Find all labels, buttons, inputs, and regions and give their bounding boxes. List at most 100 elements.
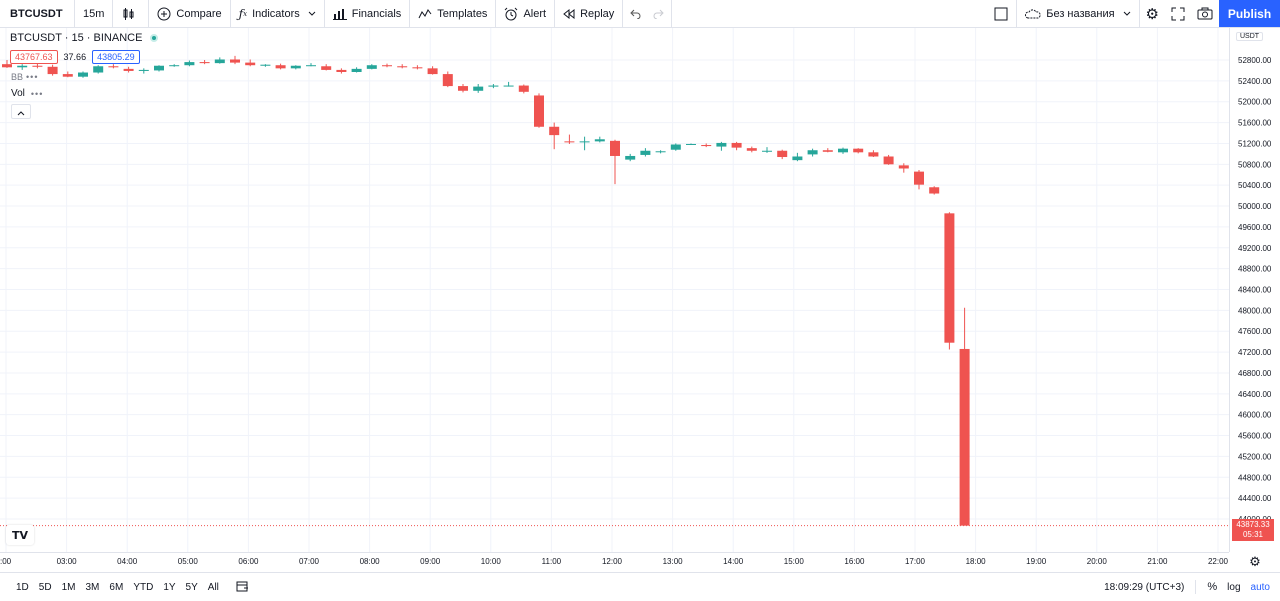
- candle-body: [716, 142, 727, 147]
- toolbar-divider: [229, 0, 231, 27]
- candle: [746, 146, 757, 153]
- financials-button[interactable]: Financials: [325, 0, 410, 27]
- layout-name-button[interactable]: Без названия: [1017, 0, 1138, 27]
- range-button-6m[interactable]: 6M: [109, 581, 124, 593]
- range-button-1y[interactable]: 1Y: [163, 581, 176, 593]
- candle: [807, 148, 818, 157]
- symbol-search-button[interactable]: BTCUSDT: [10, 7, 63, 20]
- vol-label: Vol: [11, 88, 25, 99]
- snapshot-button[interactable]: [1191, 0, 1219, 27]
- publish-button[interactable]: Publish: [1219, 0, 1280, 27]
- replay-button[interactable]: Replay: [555, 0, 622, 27]
- chevron-down-icon: [308, 11, 316, 17]
- undo-button[interactable]: [623, 0, 647, 27]
- toolbar-divider: [112, 0, 114, 27]
- undo-icon: [629, 9, 641, 19]
- candle: [214, 57, 225, 64]
- chart-legend: BTCUSDT · 15 · BINANCE: [10, 32, 159, 44]
- buy-price-button[interactable]: 43805.29: [92, 50, 140, 64]
- time-tick-label: 11:00: [542, 557, 562, 566]
- compare-button[interactable]: Compare: [149, 0, 229, 27]
- candle: [716, 141, 727, 151]
- candle-body: [564, 141, 575, 143]
- candle-body: [549, 126, 560, 136]
- candle-body: [351, 68, 362, 72]
- interval-button[interactable]: 15m: [83, 7, 105, 20]
- range-button-all[interactable]: All: [207, 581, 219, 593]
- candle-body: [17, 65, 28, 68]
- time-scale[interactable]: :00 03:00 04:00 05:00 06:00 07:00 08:00 09:00 10…: [0, 552, 1229, 570]
- candle-body: [397, 66, 408, 68]
- range-button-5d[interactable]: 5D: [38, 581, 52, 593]
- toolbar-divider: [148, 0, 150, 27]
- time-tick-label: 20:00: [1087, 557, 1108, 566]
- candle-body: [336, 69, 347, 72]
- candle: [108, 64, 119, 69]
- candle-body: [807, 150, 818, 155]
- range-button-3m[interactable]: 3M: [85, 581, 100, 593]
- percent-scale-toggle[interactable]: %: [1207, 581, 1218, 593]
- candle-body: [822, 150, 833, 152]
- price-scale[interactable]: 52800.00 52400.00 52000.00 51600.00 51200.00…: [1230, 28, 1280, 552]
- bb-indicator-row[interactable]: BB •••: [11, 72, 38, 82]
- toolbar-divider: [409, 0, 411, 27]
- fullscreen-button[interactable]: [1165, 0, 1191, 27]
- market-status-dot: [150, 34, 159, 42]
- clock-timezone-button[interactable]: 18:09:29 (UTC+3): [1104, 581, 1185, 593]
- tradingview-logo[interactable]: 𝗧𝗩: [6, 525, 34, 545]
- candlestick-chart[interactable]: [0, 28, 1229, 552]
- bar-countdown: 05:31: [1242, 530, 1264, 539]
- range-button-1d[interactable]: 1D: [16, 581, 29, 593]
- gear-icon: ⚙: [1249, 554, 1261, 569]
- redo-button[interactable]: [647, 0, 671, 27]
- candle: [169, 64, 180, 67]
- settings-button[interactable]: ⚙: [1140, 0, 1165, 27]
- range-button-ytd[interactable]: YTD: [133, 581, 154, 593]
- collapse-legend-button[interactable]: [11, 104, 31, 119]
- log-scale-toggle[interactable]: log: [1227, 581, 1241, 593]
- range-button-1m[interactable]: 1M: [61, 581, 76, 593]
- candle: [306, 63, 316, 67]
- candle-body: [838, 148, 848, 153]
- chart-pane[interactable]: BTCUSDT · 15 · BINANCE 43767.63 37.66 43…: [0, 28, 1230, 552]
- candle-body: [458, 86, 468, 91]
- candle: [655, 150, 666, 154]
- candle: [230, 55, 240, 65]
- candle: [412, 65, 423, 70]
- candles-icon: [121, 7, 135, 21]
- candle: [17, 64, 28, 70]
- range-button-5y[interactable]: 5Y: [185, 581, 198, 593]
- candle: [686, 143, 696, 146]
- price-tick-label: 47200.00: [1238, 348, 1272, 357]
- candle-body: [594, 139, 605, 142]
- candle-body: [321, 66, 332, 70]
- vol-indicator-row[interactable]: Vol •••: [11, 88, 43, 99]
- candle: [564, 134, 575, 144]
- goto-date-icon[interactable]: [236, 580, 249, 595]
- more-dots-icon: •••: [26, 72, 39, 82]
- price-scale-settings-button[interactable]: ⚙: [1230, 552, 1280, 572]
- toolbar-divider: [671, 0, 673, 27]
- square-icon: [994, 7, 1008, 21]
- candle-body: [518, 85, 529, 92]
- candle-body: [944, 213, 955, 343]
- fullscreen-layout-button[interactable]: [986, 0, 1016, 27]
- templates-button[interactable]: Templates: [410, 0, 495, 27]
- candle: [366, 64, 377, 70]
- candle-body: [93, 66, 104, 73]
- candle: [822, 148, 833, 153]
- auto-scale-toggle[interactable]: auto: [1250, 581, 1270, 593]
- candle-body: [655, 151, 666, 153]
- candle: [488, 83, 499, 89]
- alert-button[interactable]: Alert: [496, 0, 554, 27]
- sell-price-button[interactable]: 43767.63: [10, 50, 58, 64]
- symbol-title: BTCUSDT · 15 · BINANCE: [10, 32, 143, 44]
- candle-body: [670, 144, 681, 150]
- candle: [762, 147, 772, 153]
- candle-body: [184, 62, 195, 66]
- candle-body: [579, 141, 590, 143]
- time-tick-label: 16:00: [844, 557, 865, 566]
- currency-label[interactable]: USDT: [1236, 32, 1264, 41]
- chart-style-button[interactable]: [113, 0, 148, 27]
